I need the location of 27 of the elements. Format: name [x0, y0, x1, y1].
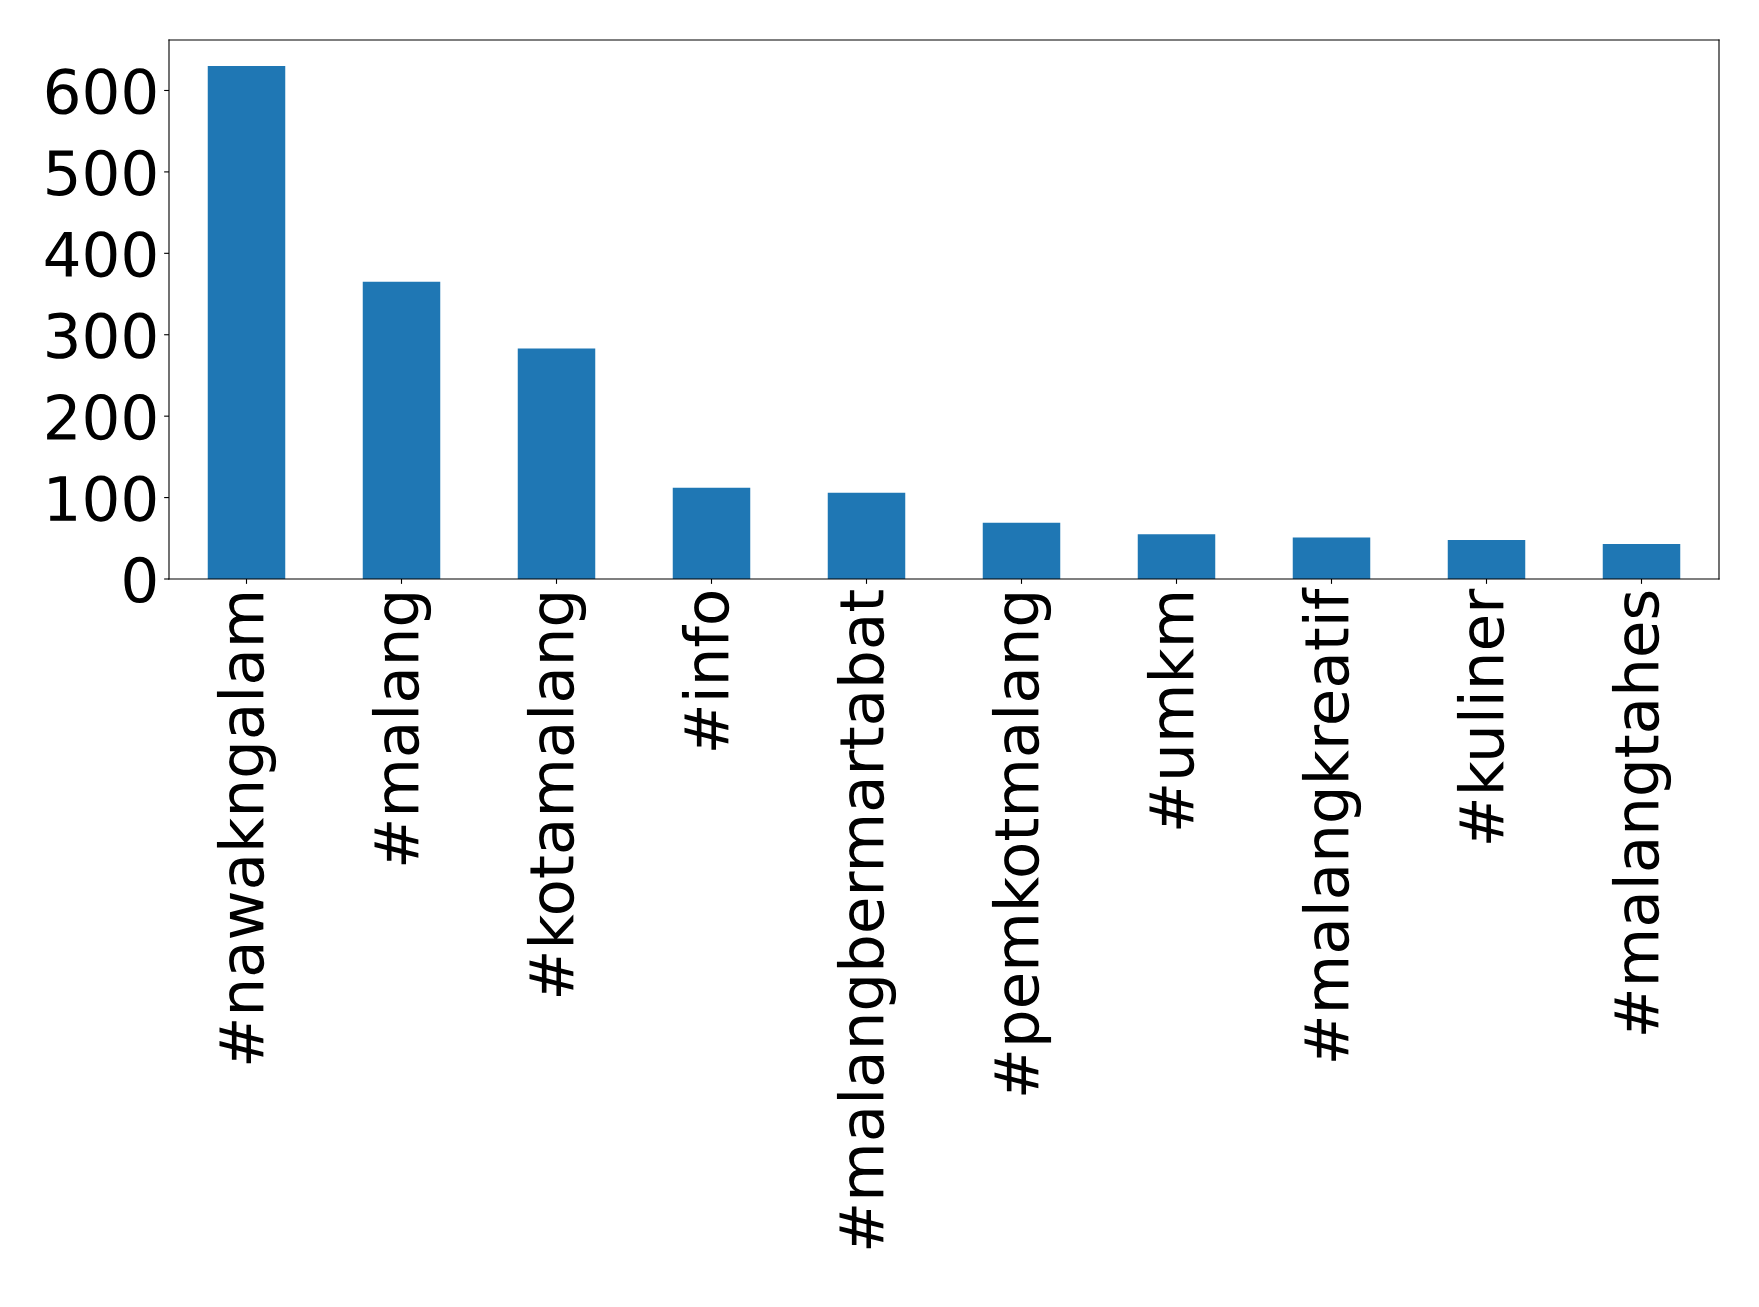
- y-tick-label: 400: [45, 231, 156, 278]
- bar: [672, 487, 751, 579]
- x-tick-label: #malangkreatif: [1301, 587, 1362, 1061]
- bar: [362, 281, 441, 579]
- y-tick-label: 500: [47, 149, 156, 196]
- x-tick-label: #malangtahes: [1611, 591, 1672, 1034]
- x-tick-label: #nawakngalam: [216, 593, 277, 1064]
- bar: [982, 522, 1061, 579]
- bar: [827, 492, 906, 579]
- x-tick-label: #kotamalang: [526, 594, 587, 997]
- x-tick-label: #kuliner: [1456, 588, 1505, 843]
- y-tick-label: 300: [47, 312, 156, 359]
- bar: [1292, 537, 1371, 579]
- y-tick-label: 600: [46, 68, 156, 115]
- bar: [207, 66, 286, 579]
- x-tick-label: #umkm: [1146, 593, 1195, 829]
- y-tick-label: 100: [49, 475, 156, 522]
- x-tick-label: #info: [681, 592, 730, 750]
- bar: [1602, 543, 1681, 579]
- bar: [1137, 534, 1216, 579]
- y-tick-label: 0: [124, 556, 156, 604]
- bar: [1447, 539, 1526, 579]
- y-tick-label: 200: [47, 394, 156, 441]
- x-tick-label: #malang: [371, 594, 432, 865]
- x-tick-label: #malangbermartabat: [836, 590, 897, 1249]
- bar: [517, 348, 596, 579]
- x-tick-label: #pemkotmalang: [991, 594, 1052, 1095]
